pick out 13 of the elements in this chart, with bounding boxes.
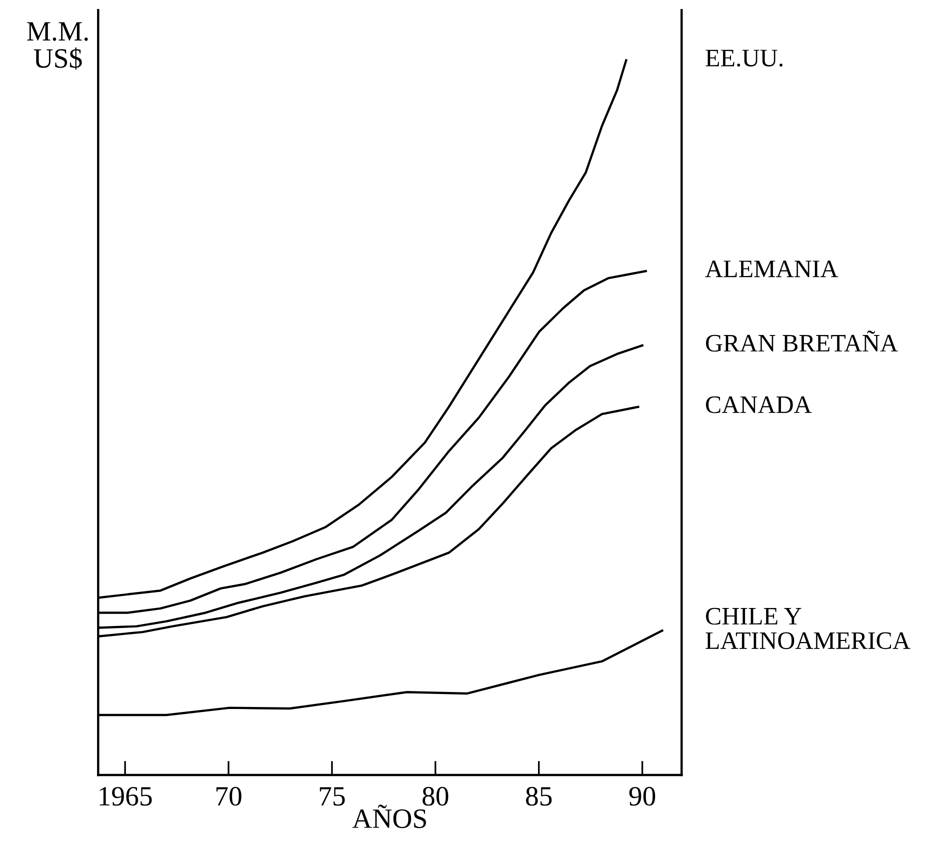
y-axis-title: M.M. US$ (27, 22, 88, 70)
text: EE.UU. (706, 50, 782, 67)
x-axis-title: AÑOS (352, 804, 426, 828)
x-tick-label: 70 (216, 786, 242, 806)
x-tick-label: 1965 (100, 786, 152, 806)
text: GRAN BRETAÑA (706, 330, 898, 352)
text: CANADA (706, 396, 812, 414)
x-tick-label: 85 (526, 786, 552, 806)
x-tick-label: 75 (320, 787, 345, 806)
x-tick-label: 90 (629, 786, 656, 806)
series-label: CHILE Y LATINOAMERICA (706, 608, 910, 650)
text: ALEMANIA (705, 260, 838, 278)
x-tick-label: 80 (422, 786, 448, 806)
